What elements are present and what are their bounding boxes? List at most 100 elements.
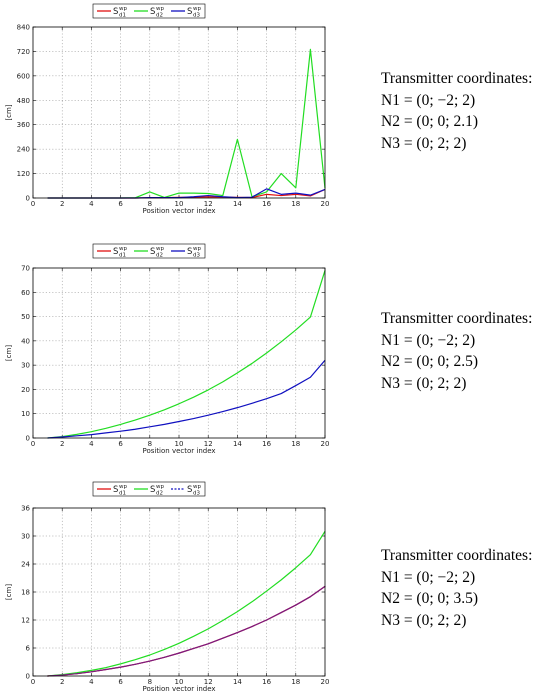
coordinates-title-1: Transmitter coordinates: (381, 70, 533, 87)
x-tick-label: 2 (60, 200, 64, 208)
legend-superscript-d3: wp (193, 6, 201, 12)
legend-label-d2: S (150, 247, 155, 257)
series-point-d3 (149, 660, 151, 662)
y-tick-label: 0 (26, 195, 30, 203)
legend-superscript-d1: wp (119, 484, 127, 490)
legend-box (92, 243, 206, 259)
y-tick-label: 30 (21, 533, 30, 541)
chart-2: 0 2 4 6 8 10 12 14 16 18 20 0 10 20 30 40 50 60 70 Position… (5, 243, 330, 455)
y-tick-label: 24 (21, 561, 30, 569)
x-tick-label: 16 (262, 440, 271, 448)
coordinates-title-2: Transmitter coordinates: (381, 310, 533, 327)
coordinates-n1-3: N1 = (0; −2; 2) (381, 568, 476, 586)
x-tick-label: 12 (204, 200, 213, 208)
x-tick-label: 12 (204, 440, 213, 448)
x-tick-label: 0 (31, 440, 35, 448)
chart-1: 0 2 4 6 8 10 12 14 16 18 20 0 120 240 360 480 600 720 840 P… (5, 3, 330, 215)
plot-frame (32, 26, 326, 199)
y-tick-label: 720 (17, 48, 30, 56)
series-point-d3 (120, 666, 122, 668)
coordinates-n2-2: N2 = (0; 0; 2.5) (381, 353, 478, 370)
x-axis-label: Position vector index (142, 685, 215, 693)
chart-panel-1: 0 2 4 6 8 10 12 14 16 18 20 0 120 240 360 480 600 720 840 P… (0, 0, 360, 222)
y-tick-label: 12 (21, 617, 30, 625)
chart-panel-3: 0 2 4 6 8 10 12 14 16 18 20 0 6 12 18 24 30 36 Position ve… (0, 478, 360, 698)
x-tick-label: 0 (31, 678, 35, 686)
legend-superscript-d3: wp (193, 484, 201, 490)
legend-label-d3: S (187, 7, 192, 17)
series-line-d3 (47, 359, 326, 439)
series-point-d3 (280, 611, 282, 614)
plot-frame (32, 267, 326, 439)
y-tick-label: 120 (17, 170, 30, 178)
x-tick-label: 8 (148, 200, 152, 208)
legend-superscript-d2: wp (156, 246, 164, 252)
legend-label-d1: S (113, 485, 118, 495)
coordinates-n3-1: N3 = (0; 2; 2) (381, 134, 467, 152)
x-tick-label: 2 (60, 440, 64, 448)
x-tick-label: 6 (118, 440, 123, 448)
x-tick-label: 6 (118, 678, 123, 686)
y-tick-label: 50 (21, 313, 30, 321)
y-tick-label: 600 (17, 72, 30, 80)
series-line-d3 (47, 585, 326, 677)
series-point-d3 (309, 596, 311, 598)
series-point-d3 (222, 637, 224, 639)
y-tick-label: 360 (17, 121, 30, 129)
y-tick-label: 10 (21, 410, 30, 418)
x-axis-label: Position vector index (142, 207, 215, 215)
x-tick-label: 20 (321, 200, 330, 208)
series-line-d2 (47, 270, 326, 439)
y-axis-label: [cm] (5, 104, 13, 120)
y-tick-label: 60 (21, 289, 30, 297)
x-tick-label: 14 (233, 678, 242, 686)
x-tick-label: 2 (60, 678, 64, 686)
legend-subscript-d3: d3 (193, 13, 200, 19)
coordinates-block-1: Transmitter coordinates: N1 = (0; −2; 2)… (381, 68, 550, 154)
x-tick-label: 4 (89, 200, 94, 208)
y-axis-label: [cm] (5, 584, 13, 600)
series-point-d3 (266, 619, 268, 621)
coordinates-n3-3: N3 = (0; 2; 2) (381, 611, 467, 629)
x-tick-label: 4 (89, 678, 94, 686)
legend-label-d1: S (113, 247, 118, 257)
x-axis-label: Position vector index (142, 447, 215, 455)
legend-superscript-d2: wp (156, 6, 164, 12)
series-line-d2 (47, 531, 326, 677)
y-tick-label: 40 (21, 337, 30, 345)
x-tick-label: 18 (291, 200, 300, 208)
x-tick-label: 4 (89, 440, 94, 448)
legend-superscript-d1: wp (119, 6, 127, 12)
series-point-d3 (295, 604, 297, 606)
x-tick-label: 14 (233, 440, 242, 448)
y-tick-label: 18 (21, 589, 30, 597)
x-tick-label: 12 (204, 678, 213, 686)
series-point-d3 (163, 656, 165, 658)
legend-superscript-d3: wp (193, 246, 201, 252)
legend-subscript-d1: d1 (119, 13, 126, 19)
x-tick-label: 16 (262, 200, 271, 208)
x-tick-label: 0 (31, 200, 35, 208)
x-tick-label: 6 (118, 200, 123, 208)
legend-superscript-d1: wp (119, 246, 127, 252)
series-point-d3 (193, 647, 195, 650)
legend-box (92, 3, 206, 19)
series-point-d3 (178, 652, 180, 654)
legend-label-d3: S (187, 485, 192, 495)
legend-subscript-d1: d1 (119, 253, 126, 259)
y-tick-label: 6 (26, 645, 31, 653)
legend-label-d3: S (187, 247, 192, 257)
y-tick-label: 30 (21, 362, 30, 370)
x-tick-label: 10 (175, 440, 184, 448)
x-tick-label: 16 (262, 678, 271, 686)
chart-panel-2: 0 2 4 6 8 10 12 14 16 18 20 0 10 20 30 40 50 60 70 Position… (0, 240, 360, 462)
coordinates-n3-2: N3 = (0; 2; 2) (381, 374, 467, 392)
series-point-d3 (105, 668, 107, 671)
x-tick-label: 20 (321, 440, 330, 448)
legend-subscript-d3: d3 (193, 253, 200, 259)
y-tick-label: 240 (17, 146, 30, 154)
legend-label-d2: S (150, 7, 155, 17)
series-point-d3 (134, 663, 136, 665)
x-tick-label: 8 (148, 678, 152, 686)
coordinates-n1-2: N1 = (0; −2; 2) (381, 331, 476, 349)
